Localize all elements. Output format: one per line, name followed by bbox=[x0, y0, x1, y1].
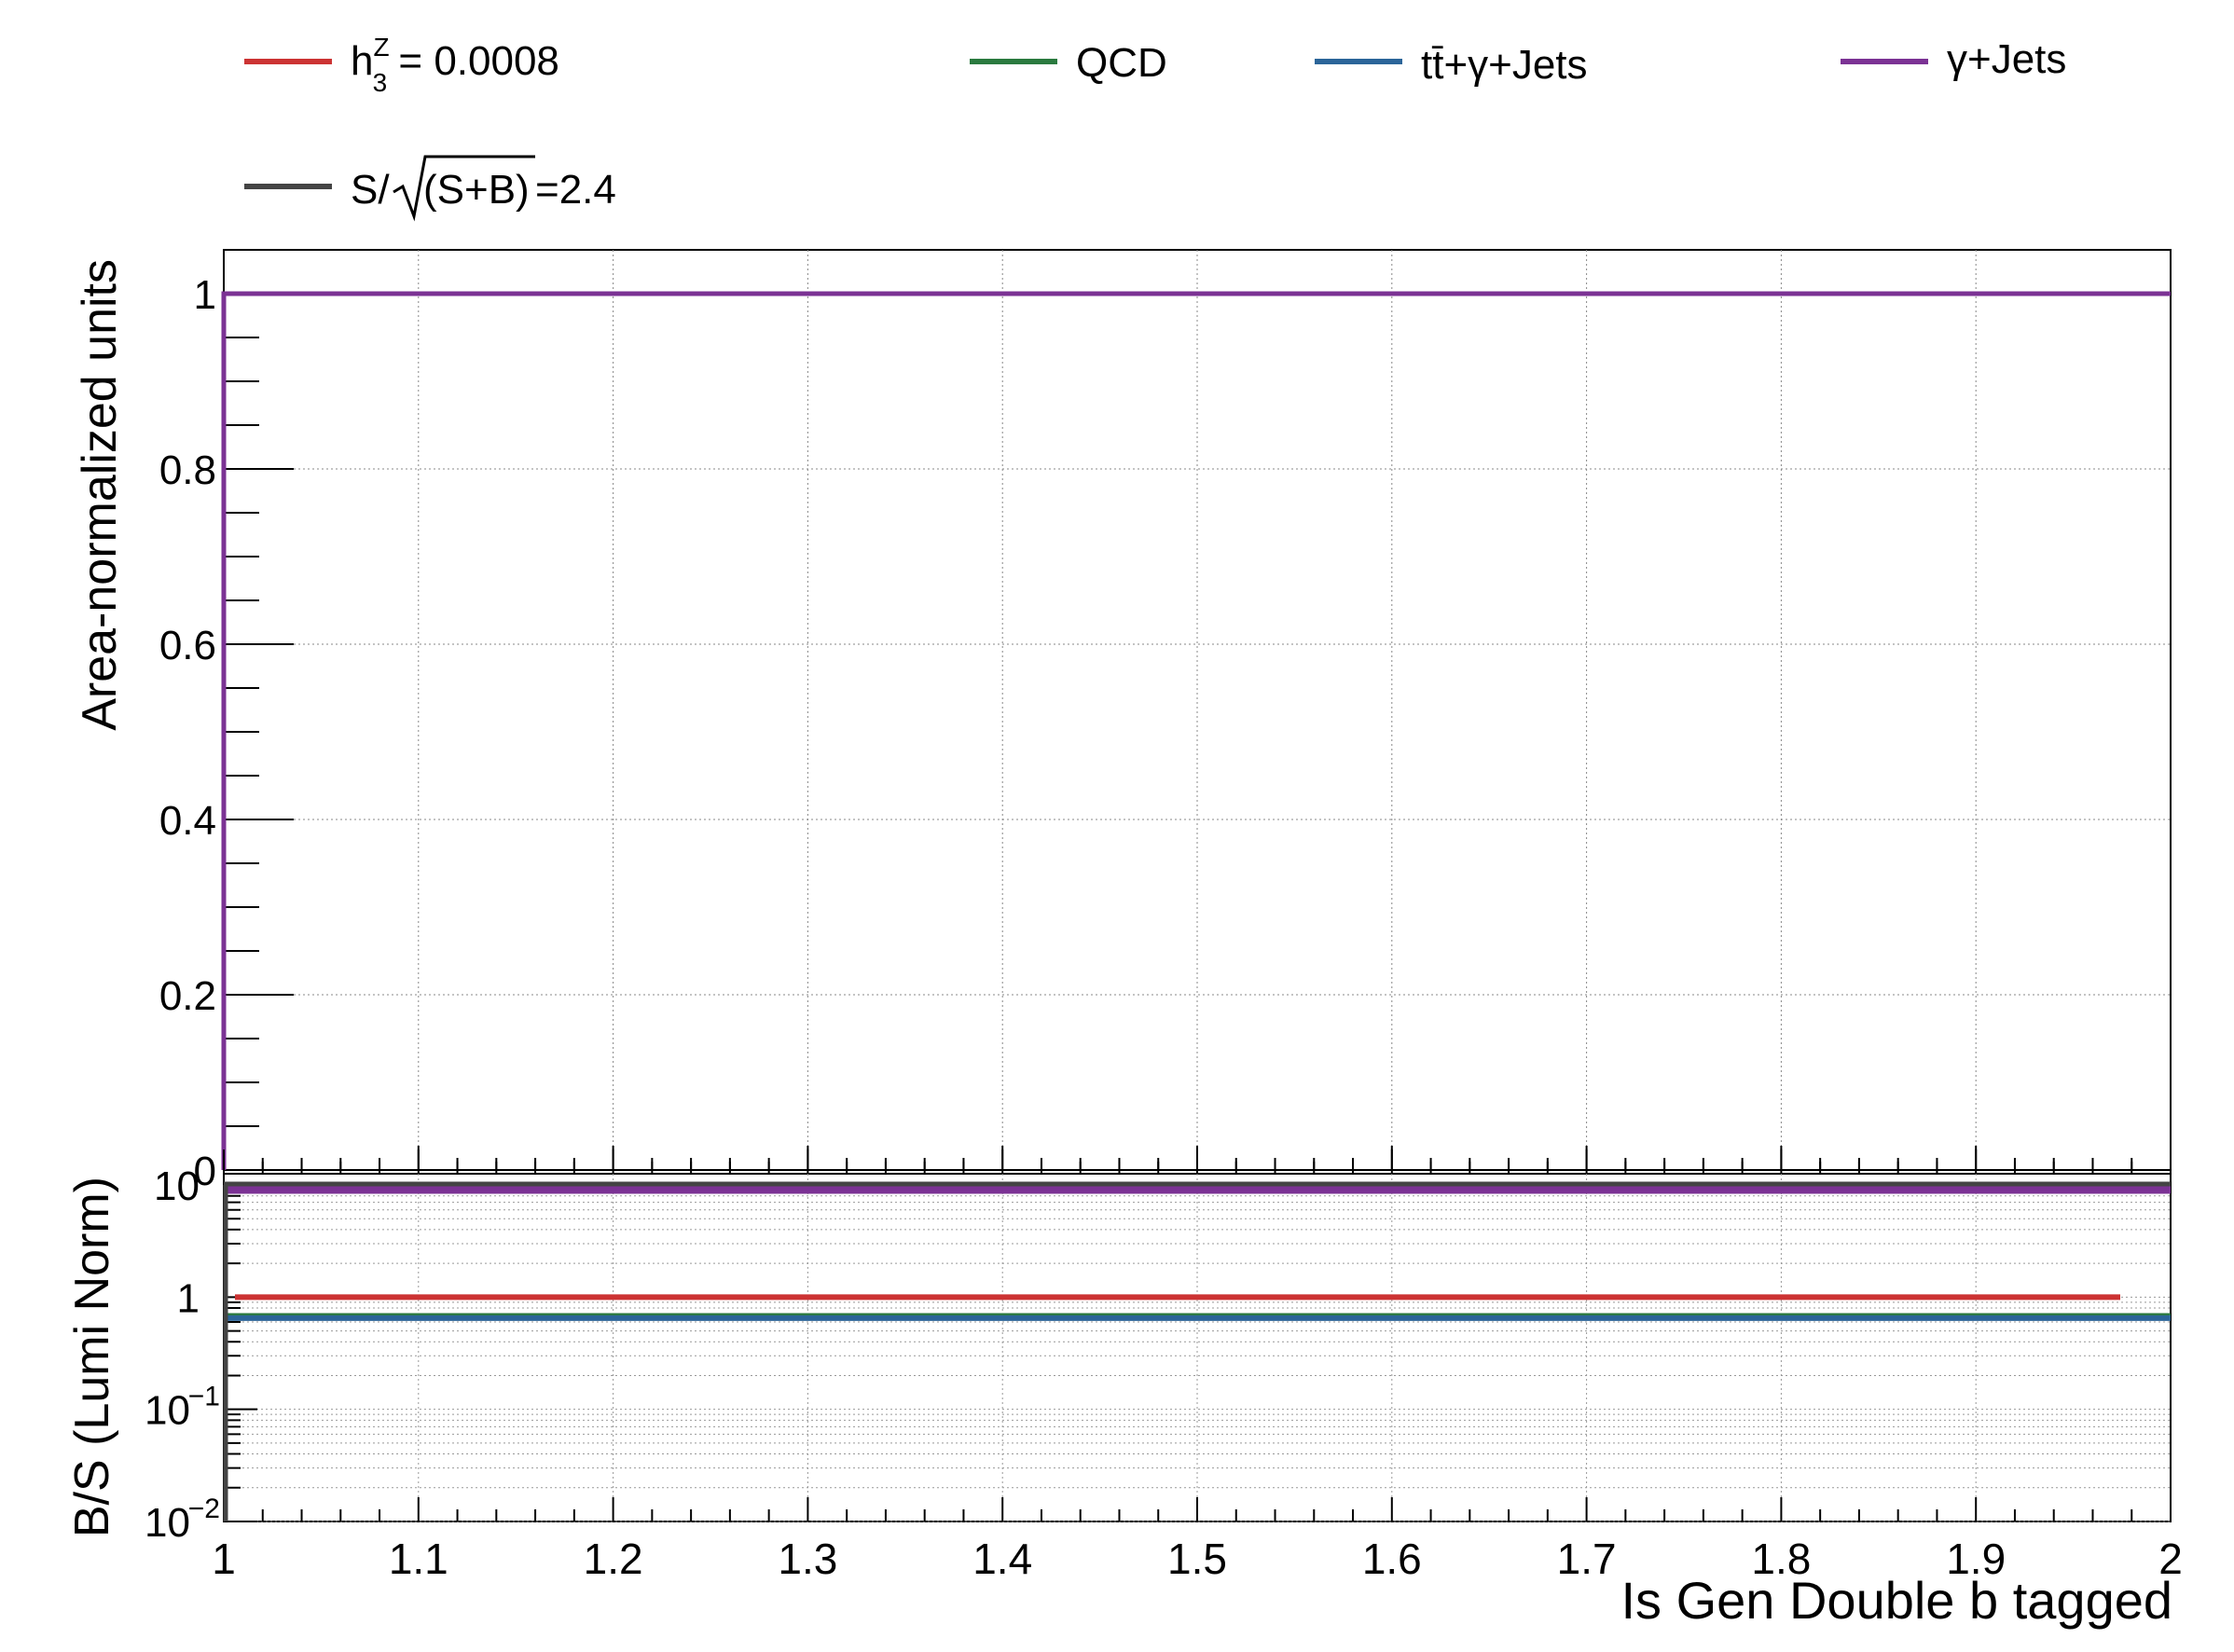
sqrt-sign-icon bbox=[393, 155, 535, 222]
legend: hZ 3 = 0.0008 QCD tt̄+γ+Jets γ+Jets S/ (S… bbox=[244, 33, 2066, 222]
bottom-y-axis-label: B/S (Lumi Norm) bbox=[65, 1177, 119, 1537]
x-tick-label: 1.6 bbox=[1362, 1535, 1422, 1583]
top-plot-frame bbox=[223, 249, 2172, 1171]
top-series-line bbox=[221, 291, 2171, 1170]
x-axis-label: Is Gen Double b tagged bbox=[1620, 1571, 2172, 1630]
bottom-series bbox=[223, 1181, 2171, 1521]
top-y-tick-label: 0.8 bbox=[159, 447, 216, 493]
x-tick-label: 1.1 bbox=[389, 1535, 448, 1583]
top-y-tick-label: 0 bbox=[194, 1149, 216, 1194]
legend-label-qcd: QCD bbox=[1076, 40, 1167, 86]
top-ticks: 0 0.2 0.4 0.6 0.8 1 bbox=[159, 249, 2172, 1194]
bottom-grid bbox=[224, 1174, 2171, 1522]
x-tick-label: 1 bbox=[212, 1535, 236, 1583]
legend-label-gammajets: γ+Jets bbox=[1947, 36, 2066, 82]
svg-text:S/: S/ bbox=[351, 167, 390, 213]
bottom-panel: 1 1.1 1.2 1.3 1.4 1.5 1.6 1.7 1.8 1.9 210−210−1110… bbox=[65, 1150, 2183, 1630]
bottom-y-tick-label: 1 bbox=[177, 1275, 200, 1321]
svg-text:(S+B): (S+B) bbox=[423, 167, 530, 213]
top-y-tick-label: 0.2 bbox=[159, 973, 216, 1019]
x-tick-label: 1.7 bbox=[1557, 1535, 1617, 1583]
bottom-y-tick-exponent: −2 bbox=[188, 1494, 220, 1524]
top-y-tick-label: 1 bbox=[194, 272, 216, 318]
top-panel: 0 0.2 0.4 0.6 0.8 1 Area-normalized units bbox=[73, 249, 2172, 1194]
x-tick-label: 2 bbox=[2158, 1535, 2183, 1583]
legend-label-ttgamma: tt̄+γ+Jets bbox=[1421, 42, 1588, 88]
legend-label-significance: S/ (S+B) =2.4 bbox=[351, 155, 616, 222]
x-tick-label: 1.8 bbox=[1751, 1535, 1811, 1583]
bottom-y-tick-label: 10 bbox=[154, 1163, 200, 1209]
svg-text:=2.4: =2.4 bbox=[535, 167, 616, 213]
x-tick-label: 1.5 bbox=[1167, 1535, 1227, 1583]
top-y-tick-label: 0.6 bbox=[159, 623, 216, 668]
bottom-y-tick-label: 10 bbox=[145, 1500, 190, 1546]
top-y-axis-label: Area-normalized units bbox=[73, 259, 127, 731]
bottom-y-tick-label: 10 bbox=[145, 1388, 190, 1434]
x-tick-label: 1.9 bbox=[1946, 1535, 2006, 1583]
x-tick-label: 1.2 bbox=[584, 1535, 643, 1583]
top-grid bbox=[224, 250, 2171, 1170]
top-y-tick-label: 0.4 bbox=[159, 798, 216, 844]
legend-label-h3z: hZ 3 = 0.0008 bbox=[351, 33, 559, 97]
top-series bbox=[221, 291, 2171, 1170]
x-tick-label: 1.4 bbox=[972, 1535, 1032, 1583]
x-tick-label: 1.3 bbox=[778, 1535, 837, 1583]
bottom-y-tick-exponent: −1 bbox=[188, 1382, 220, 1412]
